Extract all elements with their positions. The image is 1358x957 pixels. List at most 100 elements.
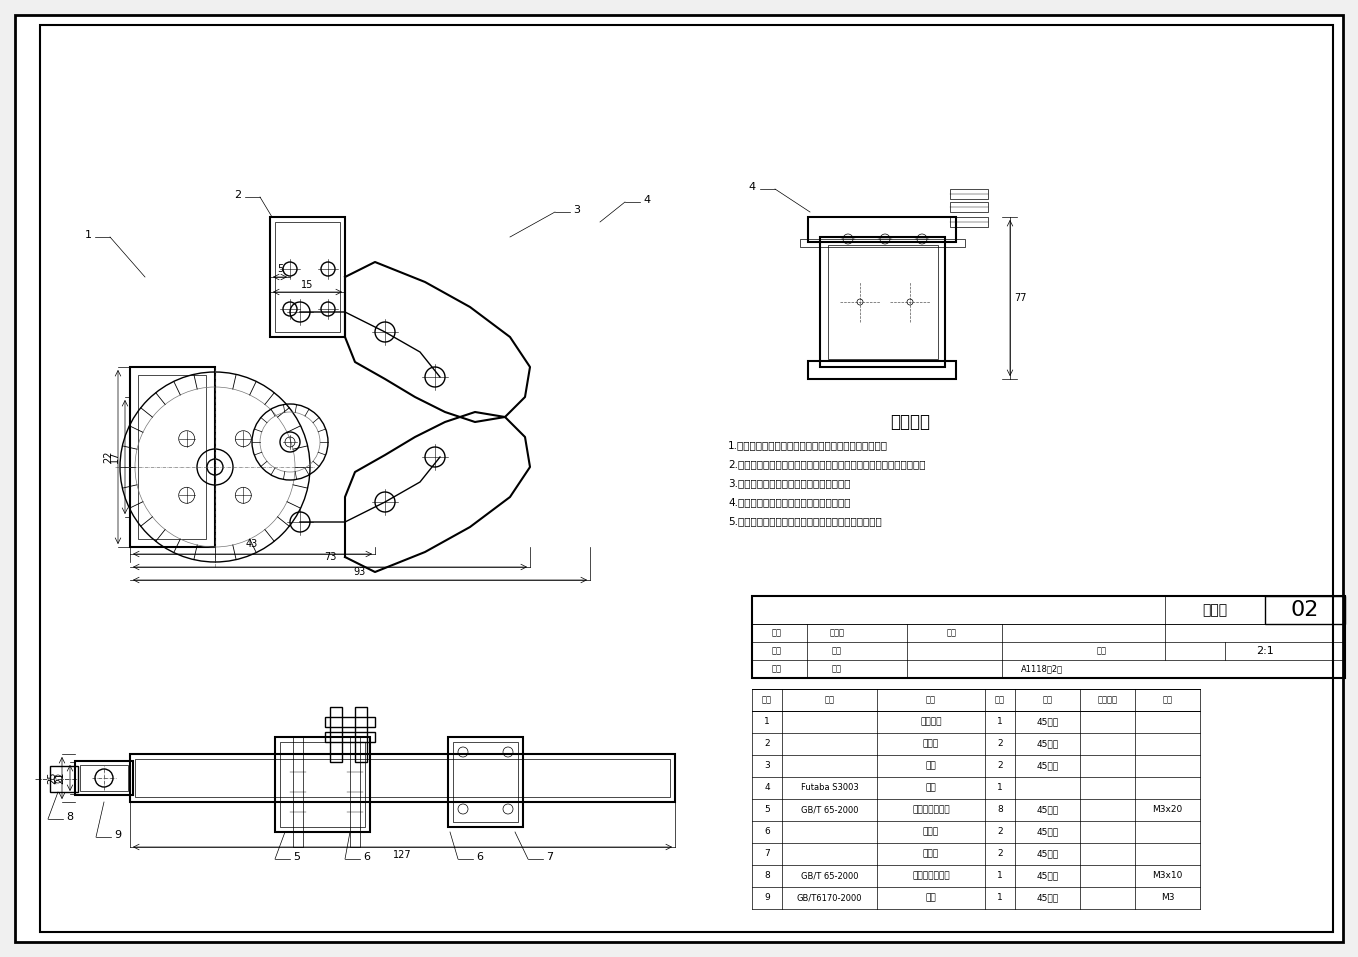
Bar xyxy=(280,742,365,827)
Text: 5: 5 xyxy=(293,852,300,862)
Bar xyxy=(1266,596,1344,624)
Bar xyxy=(350,737,360,847)
Text: 平支撑架: 平支撑架 xyxy=(921,718,941,726)
Bar xyxy=(951,189,989,199)
Bar xyxy=(808,217,956,242)
Bar xyxy=(808,361,956,379)
Text: 单件重量: 单件重量 xyxy=(1097,696,1118,704)
Text: 45号钢: 45号钢 xyxy=(1036,850,1059,858)
Bar xyxy=(80,765,128,791)
Bar xyxy=(134,759,669,797)
Bar xyxy=(325,717,375,727)
Text: 1.装配前各零件不加工表面应清理干净，除去毛边毛刺；: 1.装配前各零件不加工表面应清理干净，除去毛边毛刺； xyxy=(728,440,888,450)
Text: 9: 9 xyxy=(114,830,122,840)
Bar xyxy=(276,222,340,332)
Text: M3: M3 xyxy=(1161,894,1175,902)
Text: 45号钢: 45号钢 xyxy=(1036,806,1059,814)
Bar xyxy=(951,202,989,212)
Text: 名称: 名称 xyxy=(926,696,936,704)
Text: 4: 4 xyxy=(765,784,770,792)
Text: 2: 2 xyxy=(235,190,242,200)
Text: 开槽圆柱头螺钉: 开槽圆柱头螺钉 xyxy=(913,806,949,814)
Text: 6: 6 xyxy=(364,852,371,862)
Text: 127: 127 xyxy=(392,850,411,860)
Text: 下连杆: 下连杆 xyxy=(923,828,940,836)
Bar xyxy=(325,732,375,742)
Text: 1: 1 xyxy=(997,872,1002,880)
Text: 设计: 设计 xyxy=(771,647,782,656)
Text: 图号: 图号 xyxy=(771,664,782,674)
Text: 45号钢: 45号钢 xyxy=(1036,894,1059,902)
Text: Futaba S3003: Futaba S3003 xyxy=(801,784,858,792)
Bar xyxy=(448,737,523,827)
Text: 43: 43 xyxy=(246,539,258,549)
Text: 技术要求: 技术要求 xyxy=(889,413,930,431)
Bar xyxy=(951,217,989,227)
Text: 45号钢: 45号钢 xyxy=(1036,740,1059,748)
Text: 备注: 备注 xyxy=(1162,696,1172,704)
Text: 45号钢: 45号钢 xyxy=(1036,762,1059,770)
Bar xyxy=(75,761,133,795)
Text: 4.安装后应该检测齿轮啮合转动是否灵活；: 4.安装后应该检测齿轮啮合转动是否灵活； xyxy=(728,497,850,507)
Text: 21: 21 xyxy=(56,771,65,784)
Text: 7: 7 xyxy=(546,852,554,862)
Bar xyxy=(828,245,938,359)
Text: 2:1: 2:1 xyxy=(1256,646,1274,656)
Text: 数量: 数量 xyxy=(995,696,1005,704)
Text: 8: 8 xyxy=(765,872,770,880)
Text: 1: 1 xyxy=(997,784,1002,792)
Text: 3: 3 xyxy=(765,762,770,770)
Text: M3x10: M3x10 xyxy=(1153,872,1183,880)
Text: 材料: 材料 xyxy=(1043,696,1052,704)
Bar xyxy=(139,375,206,539)
Bar xyxy=(820,237,945,367)
Text: 审核: 审核 xyxy=(947,629,957,637)
Text: 25: 25 xyxy=(48,771,57,784)
Text: 15: 15 xyxy=(301,280,314,290)
Bar xyxy=(293,737,303,847)
Text: 代号: 代号 xyxy=(824,696,835,704)
Bar xyxy=(800,239,966,247)
Bar xyxy=(50,766,77,792)
Text: 舵机: 舵机 xyxy=(926,784,937,792)
Text: 02: 02 xyxy=(1291,600,1319,620)
Text: 2: 2 xyxy=(997,828,1002,836)
Text: 5: 5 xyxy=(765,806,770,814)
Text: 2: 2 xyxy=(997,762,1002,770)
Text: 2: 2 xyxy=(997,740,1002,748)
Text: 1: 1 xyxy=(997,718,1002,726)
Text: 传动齿: 传动齿 xyxy=(923,740,940,748)
Text: 93: 93 xyxy=(354,567,367,577)
Text: 9: 9 xyxy=(765,894,770,902)
Text: 标准化: 标准化 xyxy=(830,629,845,637)
Text: 上连杆: 上连杆 xyxy=(923,850,940,858)
Text: A1118图2张: A1118图2张 xyxy=(1021,664,1063,674)
Text: 开槽圆柱头螺钉: 开槽圆柱头螺钉 xyxy=(913,872,949,880)
Text: 22: 22 xyxy=(103,451,113,463)
Text: 17: 17 xyxy=(110,451,120,463)
Text: 2.装、卸所有零部件时，请勿用力过大，以免损坏零件、螺母及螺杆；: 2.装、卸所有零部件时，请勿用力过大，以免损坏零件、螺母及螺杆； xyxy=(728,459,926,469)
Text: 5: 5 xyxy=(277,264,282,274)
Text: 工艺: 工艺 xyxy=(771,629,782,637)
Bar xyxy=(330,707,342,762)
Text: 手指: 手指 xyxy=(926,762,937,770)
Text: 2: 2 xyxy=(997,850,1002,858)
Text: 45号钢: 45号钢 xyxy=(1036,718,1059,726)
Text: 批准: 批准 xyxy=(1097,647,1107,656)
Bar xyxy=(454,742,517,822)
Bar xyxy=(130,367,215,547)
Text: 4: 4 xyxy=(748,182,755,192)
Text: 77: 77 xyxy=(1014,293,1027,303)
Bar xyxy=(354,707,367,762)
Text: GB/T 65-2000: GB/T 65-2000 xyxy=(801,872,858,880)
Text: 3: 3 xyxy=(573,205,580,215)
Text: GB/T6170-2000: GB/T6170-2000 xyxy=(797,894,862,902)
Bar xyxy=(130,754,675,802)
Text: 机械手: 机械手 xyxy=(1202,603,1228,617)
Text: 1: 1 xyxy=(765,718,770,726)
Text: 45号钢: 45号钢 xyxy=(1036,828,1059,836)
Text: 1: 1 xyxy=(997,894,1002,902)
Text: 4: 4 xyxy=(644,195,650,205)
Text: 5.调整各运动部件时尽量消除间隙，并保证运转轻便。: 5.调整各运动部件时尽量消除间隙，并保证运转轻便。 xyxy=(728,516,881,526)
Text: 3.安装后应该规定进行试运行并检查合格。: 3.安装后应该规定进行试运行并检查合格。 xyxy=(728,478,850,488)
